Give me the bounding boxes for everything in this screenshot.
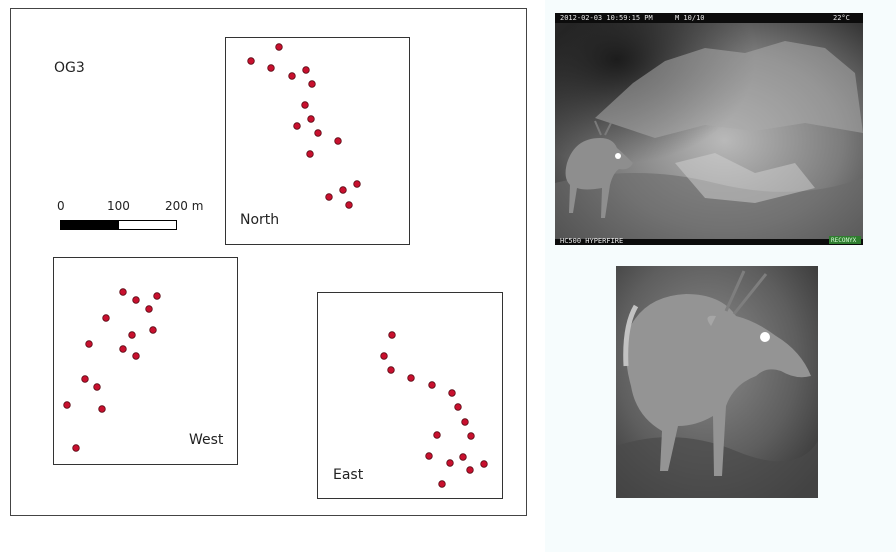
camera-model: HC500 HYPERFIRE	[560, 237, 624, 245]
north-point	[306, 150, 314, 158]
camera-trap-photo: 2012-02-03 10:59:15 PM M 10/10 22°C HC50…	[555, 13, 863, 245]
east-point	[459, 453, 467, 461]
north-point	[334, 137, 342, 145]
north-point	[314, 129, 322, 137]
east-point	[454, 403, 462, 411]
north-point	[308, 80, 316, 88]
west-point	[119, 288, 127, 296]
north-point	[293, 122, 301, 130]
camera-temperature: 22°C	[833, 14, 850, 22]
north-point	[301, 101, 309, 109]
west-point	[93, 383, 101, 391]
camera-trap-scene	[555, 13, 863, 245]
west-point	[81, 375, 89, 383]
east-point	[446, 459, 454, 467]
north-points	[247, 43, 361, 209]
east-point	[448, 389, 456, 397]
west-point	[72, 444, 80, 452]
camera-brand-badge: RECONYX	[831, 237, 857, 244]
north-point	[325, 193, 333, 201]
north-area-box: North	[225, 37, 410, 245]
east-label: East	[333, 467, 364, 483]
east-point	[388, 331, 396, 339]
east-point	[407, 374, 415, 382]
scale-tick-200: 200 m	[165, 199, 204, 213]
camera-trap-zoom-scene	[616, 266, 818, 498]
west-point	[63, 401, 71, 409]
west-point	[119, 345, 127, 353]
west-point	[85, 340, 93, 348]
east-point	[387, 366, 395, 374]
camera-frame-counter: M 10/10	[675, 14, 705, 22]
scale-bar	[60, 220, 177, 230]
west-point	[132, 296, 140, 304]
west-point	[128, 331, 136, 339]
east-area-box: East	[317, 292, 503, 499]
west-point	[153, 292, 161, 300]
east-point	[438, 480, 446, 488]
west-point	[102, 314, 110, 322]
west-points	[63, 288, 161, 452]
scale-bar-filled-segment	[61, 221, 119, 229]
north-point	[345, 201, 353, 209]
east-point	[480, 460, 488, 468]
east-point	[461, 418, 469, 426]
east-point	[433, 431, 441, 439]
scale-tick-100: 100	[107, 199, 130, 213]
site-label: OG3	[54, 60, 85, 76]
north-point	[353, 180, 361, 188]
west-point	[145, 305, 153, 313]
west-point	[132, 352, 140, 360]
east-point	[380, 352, 388, 360]
north-point	[307, 115, 315, 123]
west-point	[98, 405, 106, 413]
camera-timestamp: 2012-02-03 10:59:15 PM	[560, 14, 653, 22]
east-point	[467, 432, 475, 440]
north-point	[288, 72, 296, 80]
west-area-box: West	[53, 257, 238, 465]
north-point	[302, 66, 310, 74]
north-point	[247, 57, 255, 65]
east-point	[466, 466, 474, 474]
north-label: North	[240, 212, 280, 228]
north-point	[267, 64, 275, 72]
east-point	[425, 452, 433, 460]
camera-trap-zoom-photo	[616, 266, 818, 498]
west-label: West	[189, 432, 224, 448]
east-points	[380, 331, 488, 488]
north-point	[339, 186, 347, 194]
scale-tick-0: 0	[57, 199, 65, 213]
west-point	[149, 326, 157, 334]
north-point	[275, 43, 283, 51]
east-point	[428, 381, 436, 389]
